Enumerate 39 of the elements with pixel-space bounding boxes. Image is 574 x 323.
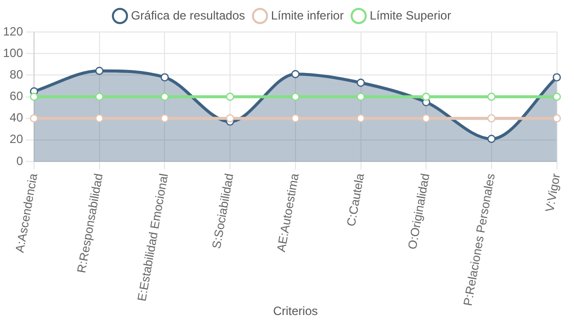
point [291, 92, 300, 101]
point [552, 114, 561, 122]
point [487, 92, 496, 101]
point [356, 92, 365, 101]
legend-label: Límite inferior [271, 8, 344, 22]
point [422, 92, 430, 101]
y-tick-label: 120 [2, 24, 24, 38]
point [356, 114, 365, 122]
point [291, 70, 300, 78]
y-tick-label: 80 [10, 67, 24, 82]
y-tick-label: 100 [2, 46, 24, 60]
x-tick-label: P:Relaciones Personales [460, 172, 498, 307]
point [422, 114, 430, 122]
y-tick-label: 60 [10, 89, 24, 104]
y-tick-label: 0 [16, 154, 24, 168]
y-tick-label: 20 [10, 132, 24, 146]
x-tick-label: E:Estabilidad Emocional [134, 172, 171, 302]
point [30, 114, 38, 122]
legend-label: Gráfica de resultados [130, 8, 246, 22]
point [30, 92, 38, 101]
point [160, 92, 169, 101]
x-axis-title: Criterios [273, 304, 318, 318]
point [226, 114, 234, 122]
legend-label: Límite Superior [370, 8, 452, 22]
point [552, 73, 561, 82]
x-tick-label: C:Cautela [344, 172, 368, 228]
point [291, 114, 300, 122]
x-tick-label: V:Vigor [542, 172, 564, 213]
point [160, 73, 169, 82]
point [487, 134, 496, 143]
y-tick-label: 40 [10, 110, 24, 125]
point [226, 92, 234, 101]
point [95, 114, 104, 122]
point [95, 66, 104, 75]
point [487, 114, 496, 122]
point [356, 78, 365, 87]
point [552, 92, 561, 101]
point [160, 114, 169, 122]
point [95, 92, 104, 101]
